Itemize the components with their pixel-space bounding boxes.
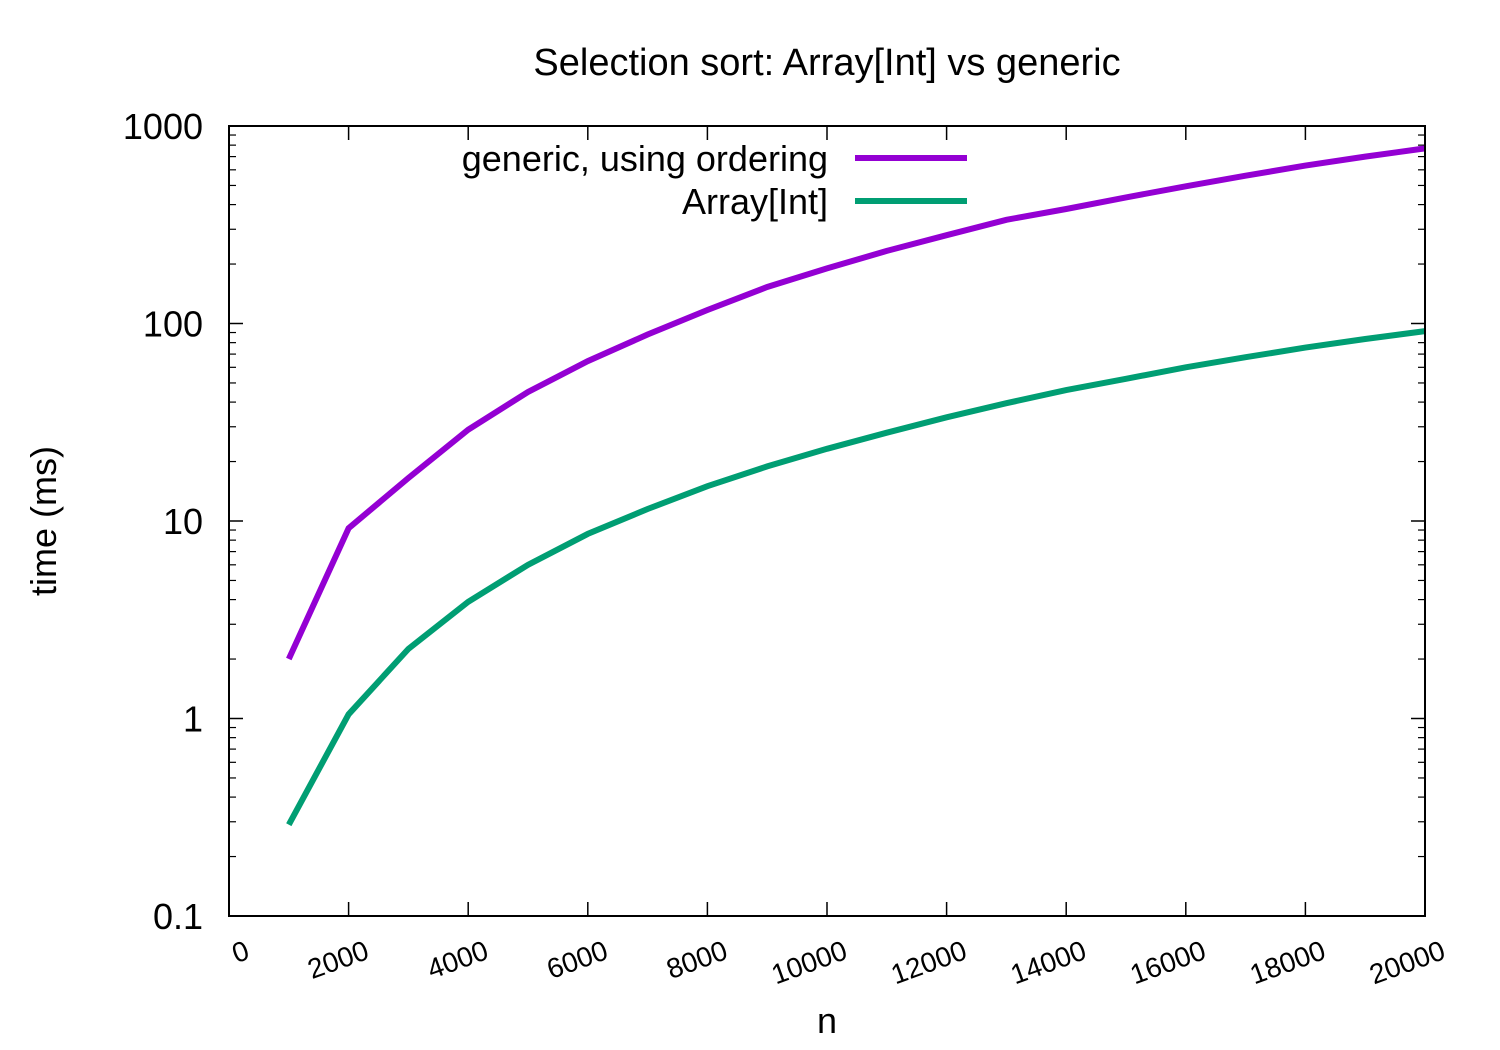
- plot-frame: [228, 125, 1426, 917]
- x-tick-labels: 0 2000 4000 6000 8000 10000 12000 14000 16000 180…: [228, 935, 1449, 991]
- x-tick-label: 4000: [423, 935, 492, 985]
- y-tick-label: 10: [163, 501, 203, 542]
- legend-label: generic, using ordering: [462, 138, 828, 179]
- x-tick-label: 16000: [1126, 935, 1210, 991]
- y-tick-label: 0.1: [153, 896, 203, 937]
- y-tick-label: 1: [183, 699, 203, 740]
- x-axis-label: n: [817, 1000, 837, 1041]
- series-line-1: [286, 328, 1426, 827]
- x-tick-label: 8000: [662, 935, 731, 985]
- x-tick-label: 10000: [767, 935, 851, 991]
- series-layer: [286, 145, 1426, 827]
- y-axis-label: time (ms): [23, 446, 64, 596]
- x-tick-label: 0: [228, 935, 253, 969]
- x-tick-label: 18000: [1246, 935, 1330, 991]
- x-tick-label: 6000: [543, 935, 612, 985]
- y-tick-label: 100: [143, 304, 203, 345]
- legend-label: Array[Int]: [682, 181, 828, 222]
- y-tick-labels: 0.1 1 10 100 1000: [123, 106, 203, 937]
- tick-marks: [228, 125, 1426, 917]
- y-tick-label: 1000: [123, 106, 203, 147]
- x-tick-label: 12000: [887, 935, 971, 991]
- x-tick-label: 20000: [1365, 935, 1449, 991]
- chart-title: Selection sort: Array[Int] vs generic: [533, 42, 1120, 84]
- x-tick-label: 14000: [1006, 935, 1090, 991]
- x-tick-label: 2000: [304, 935, 373, 985]
- series-line-0: [286, 145, 1426, 661]
